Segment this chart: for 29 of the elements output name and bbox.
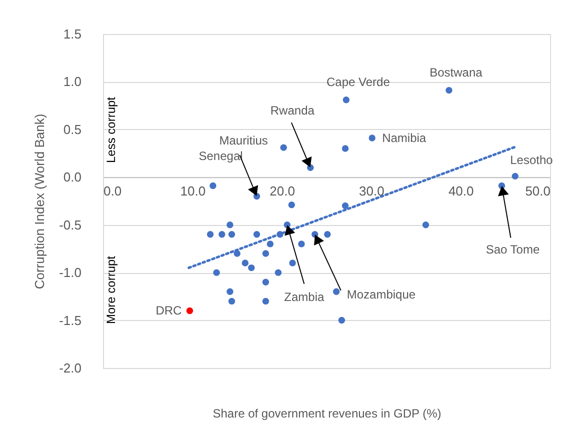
annotation: Mauritius	[219, 134, 268, 148]
x-tick-label: 0.0	[104, 184, 122, 199]
y-tick-label: -2.0	[59, 360, 82, 376]
y-tick-label: -1.0	[59, 265, 82, 280]
annotation: Rwanda	[270, 104, 315, 118]
x-tick-label: 30.0	[359, 184, 384, 199]
annotation: Namibia	[382, 131, 426, 146]
annotation: More corrupt	[104, 255, 118, 324]
y-tick-label: 0.0	[63, 170, 82, 185]
x-tick-label: 20.0	[270, 184, 295, 199]
y-tick-label: -0.5	[59, 217, 82, 232]
annotation: Bostwana	[430, 65, 483, 80]
y-axis-title: Corruption Index (World Bank)	[32, 114, 48, 290]
annotation: Sao Tome	[486, 242, 540, 257]
annotation: Mozambique	[346, 287, 416, 302]
x-tick-label: 40.0	[448, 184, 474, 199]
x-tick-label: 50.0	[525, 184, 550, 199]
y-tick-label: 0.5	[63, 122, 82, 137]
annotation: Lesotho	[510, 153, 554, 168]
y-tick-label: 1.5	[63, 26, 82, 42]
annotation: Zambia	[284, 290, 324, 304]
annotation: Cape Verde	[326, 74, 390, 89]
annotation: DRC	[156, 304, 182, 318]
x-tick-label: 10.0	[180, 184, 206, 199]
x-axis-title: Share of government revenues in GDP (%)	[212, 406, 442, 420]
y-tick-label: 1.0	[63, 74, 82, 90]
annotation: Senegal	[198, 149, 243, 164]
y-tick-label: -1.5	[59, 312, 82, 328]
annotation: Less corrupt	[104, 96, 118, 164]
